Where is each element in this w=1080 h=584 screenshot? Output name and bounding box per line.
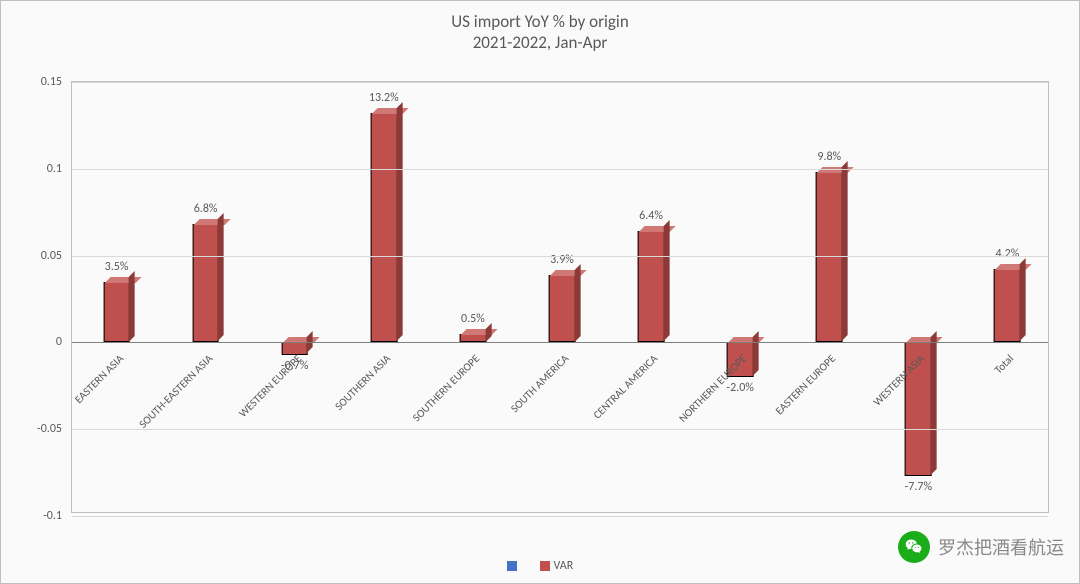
- bar: [816, 172, 843, 342]
- bar: [460, 334, 487, 343]
- bar: [994, 269, 1021, 342]
- gridline: [72, 256, 1048, 257]
- data-label: 4.2%: [996, 247, 1020, 261]
- gridline: [72, 429, 1048, 430]
- plot-area: 3.5%EASTERN ASIA6.8%SOUTH-EASTERN ASIA-0…: [71, 81, 1049, 513]
- legend-item-var: VAR: [540, 559, 574, 573]
- gridline: [72, 82, 1048, 83]
- bar: [192, 224, 219, 342]
- gridline: [72, 169, 1048, 170]
- category-label: SOUTHERN ASIA: [332, 352, 393, 413]
- y-tick-label: 0.05: [41, 249, 62, 263]
- y-tick-label: -0.1: [43, 509, 62, 523]
- bar: [103, 282, 130, 343]
- chart-container: US import YoY % by origin 2021-2022, Jan…: [0, 0, 1080, 584]
- data-label: 6.8%: [194, 202, 218, 216]
- data-label: 3.5%: [105, 260, 129, 274]
- category-label: Total: [992, 352, 1016, 376]
- data-label: 13.2%: [369, 91, 399, 105]
- gridline: [72, 342, 1048, 343]
- y-tick-label: -0.05: [37, 422, 62, 436]
- legend-label-var: VAR: [554, 559, 574, 573]
- watermark: 罗杰把酒看航运: [898, 531, 1064, 563]
- bar: [370, 113, 397, 342]
- bar: [549, 275, 576, 343]
- watermark-text: 罗杰把酒看航运: [938, 534, 1064, 560]
- y-tick-label: 0: [56, 335, 62, 349]
- y-tick-label: 0.15: [41, 75, 62, 89]
- bars-layer: 3.5%EASTERN ASIA6.8%SOUTH-EASTERN ASIA-0…: [72, 82, 1048, 512]
- title-line-2: 2021-2022, Jan-Apr: [1, 32, 1079, 53]
- data-label: 0.5%: [461, 312, 485, 326]
- legend-box-var: [540, 561, 550, 571]
- gridline: [72, 516, 1048, 517]
- category-label: EASTERN ASIA: [72, 352, 126, 406]
- data-label: -7.7%: [905, 480, 932, 494]
- legend-item-blank: [507, 561, 521, 571]
- title-line-1: US import YoY % by origin: [1, 11, 1079, 32]
- chart-title: US import YoY % by origin 2021-2022, Jan…: [1, 11, 1079, 53]
- y-tick-label: 0.1: [47, 162, 62, 176]
- data-label: 6.4%: [639, 209, 663, 223]
- data-label: 9.8%: [817, 150, 841, 164]
- legend-box-blank: [507, 561, 517, 571]
- wechat-icon: [898, 531, 930, 563]
- category-label: SOUTH AMERICA: [508, 352, 571, 415]
- data-label: -2.0%: [726, 381, 753, 395]
- bar: [638, 231, 665, 342]
